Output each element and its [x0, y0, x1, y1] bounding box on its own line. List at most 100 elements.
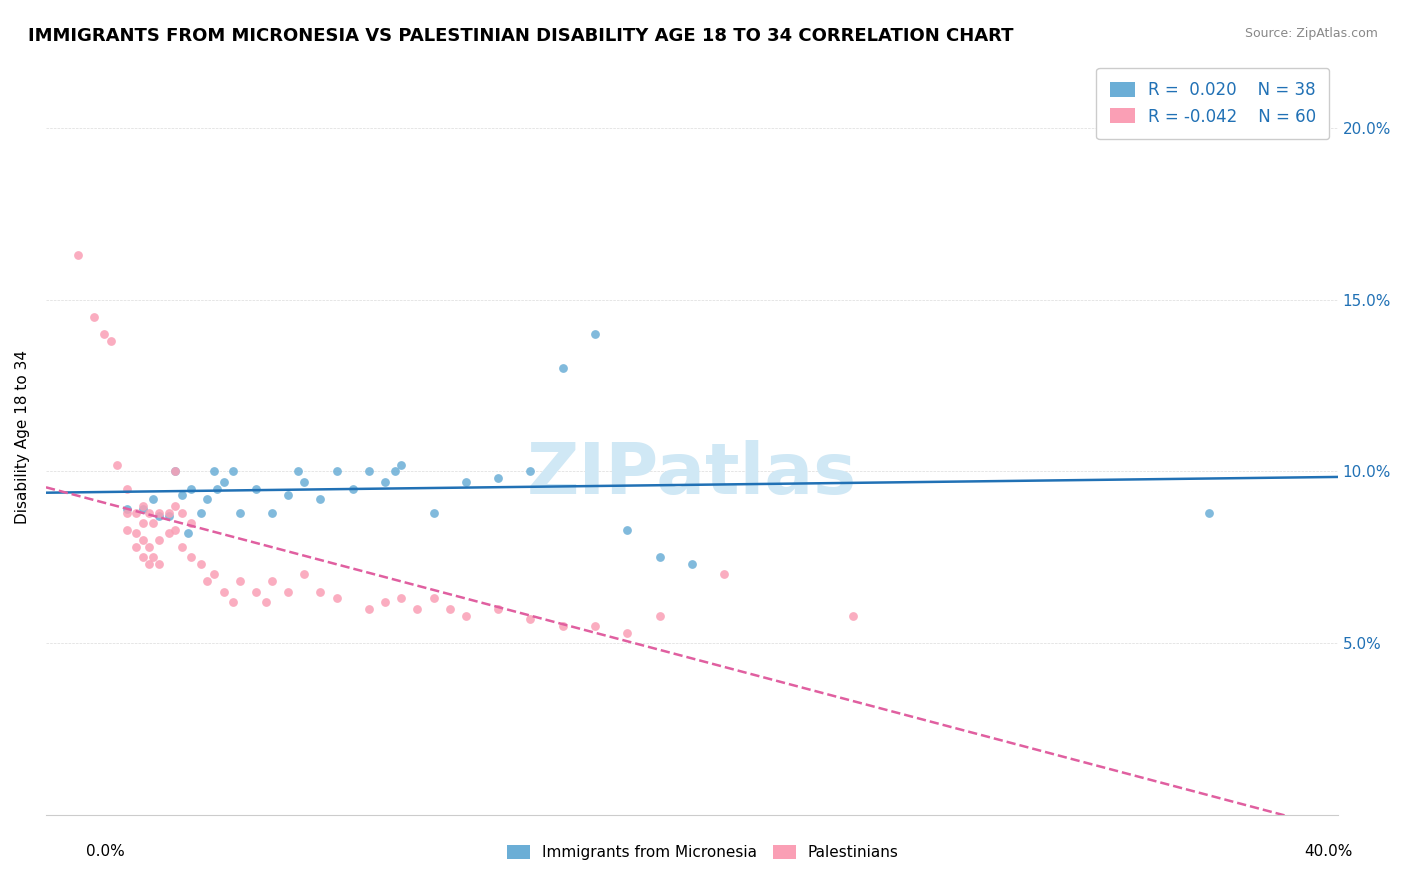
Point [713, 567, 735, 582]
Point [148, 533, 170, 547]
Point [197, 491, 219, 506]
Legend: Immigrants from Micronesia, Palestinians: Immigrants from Micronesia, Palestinians [501, 839, 905, 866]
Text: IMMIGRANTS FROM MICRONESIA VS PALESTINIAN DISABILITY AGE 18 TO 34 CORRELATION CH: IMMIGRANTS FROM MICRONESIA VS PALESTINIA… [28, 27, 1014, 45]
Point [616, 625, 638, 640]
Point [83, 310, 105, 324]
Point [583, 619, 606, 633]
Point [519, 464, 541, 478]
Point [138, 557, 160, 571]
Point [374, 595, 396, 609]
Point [357, 464, 380, 478]
Legend: R =  0.020    N = 38, R = -0.042    N = 60: R = 0.020 N = 38, R = -0.042 N = 60 [1097, 68, 1330, 139]
Point [842, 608, 865, 623]
Text: 0.0%: 0.0% [86, 845, 125, 859]
Point [141, 516, 163, 530]
Point [190, 557, 212, 571]
Point [170, 506, 193, 520]
Point [486, 471, 509, 485]
Point [165, 464, 187, 478]
Point [132, 499, 155, 513]
Point [190, 506, 212, 520]
Point [309, 584, 332, 599]
Point [165, 499, 187, 513]
Point [519, 612, 541, 626]
Point [157, 506, 180, 520]
Point [439, 601, 461, 615]
Point [141, 550, 163, 565]
Point [115, 482, 138, 496]
Point [422, 591, 444, 606]
Point [138, 540, 160, 554]
Point [157, 508, 180, 523]
Point [132, 502, 155, 516]
Text: 40.0%: 40.0% [1305, 845, 1353, 859]
Point [115, 502, 138, 516]
Point [551, 619, 574, 633]
Point [212, 584, 235, 599]
Point [486, 601, 509, 615]
Point [212, 475, 235, 489]
Point [165, 464, 187, 478]
Point [115, 523, 138, 537]
Point [132, 516, 155, 530]
Point [222, 595, 245, 609]
Point [105, 458, 128, 472]
Point [277, 584, 299, 599]
Point [157, 526, 180, 541]
Point [648, 608, 671, 623]
Point [260, 506, 283, 520]
Point [357, 601, 380, 615]
Point [342, 482, 364, 496]
Point [125, 540, 148, 554]
Point [180, 550, 202, 565]
Point [202, 567, 225, 582]
Point [616, 523, 638, 537]
Point [141, 491, 163, 506]
Text: ZIPatlas: ZIPatlas [527, 441, 856, 509]
Point [148, 506, 170, 520]
Point [197, 574, 219, 589]
Point [148, 557, 170, 571]
Point [260, 574, 283, 589]
Point [406, 601, 429, 615]
Point [583, 327, 606, 342]
Point [292, 475, 315, 489]
Point [93, 327, 115, 342]
Point [125, 506, 148, 520]
Point [681, 557, 703, 571]
Point [648, 550, 671, 565]
Point [180, 516, 202, 530]
Point [132, 533, 155, 547]
Point [389, 458, 412, 472]
Point [389, 591, 412, 606]
Point [180, 482, 202, 496]
Point [1198, 506, 1220, 520]
Point [138, 506, 160, 520]
Point [222, 464, 245, 478]
Point [67, 248, 90, 262]
Point [205, 482, 228, 496]
Point [325, 591, 347, 606]
Point [277, 488, 299, 502]
Point [229, 506, 252, 520]
Point [165, 523, 187, 537]
Point [551, 361, 574, 376]
Point [454, 608, 477, 623]
Point [170, 540, 193, 554]
Point [177, 526, 200, 541]
Point [292, 567, 315, 582]
Point [100, 334, 122, 348]
Point [309, 491, 332, 506]
Point [125, 526, 148, 541]
Point [384, 464, 406, 478]
Point [454, 475, 477, 489]
Point [170, 488, 193, 502]
Point [422, 506, 444, 520]
Point [254, 595, 277, 609]
Point [115, 506, 138, 520]
Point [374, 475, 396, 489]
Point [229, 574, 252, 589]
Point [245, 584, 267, 599]
Point [148, 508, 170, 523]
Point [325, 464, 347, 478]
